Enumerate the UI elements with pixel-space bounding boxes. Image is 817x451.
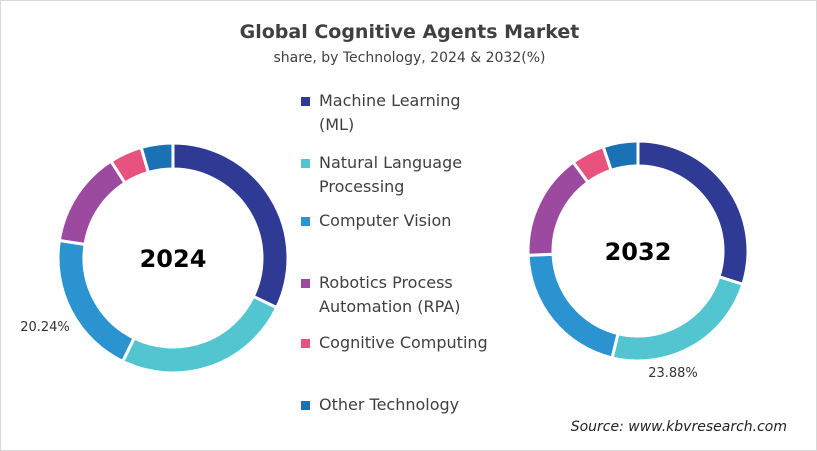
legend-label: Cognitive Computing: [319, 333, 488, 352]
legend-item: Other Technology: [301, 393, 501, 417]
donut-slice-2024-natural-language-processing: [120, 294, 279, 375]
legend-item: Cognitive Computing: [301, 331, 501, 355]
legend-label: Machine Learning (ML): [319, 91, 461, 134]
donut-slice-2024-robotics-process-automation-rpa: [57, 159, 128, 247]
donut-slice-2032-natural-language-processing: [610, 274, 745, 363]
legend-item: Robotics Process Automation (RPA): [301, 271, 501, 319]
chart-subtitle: share, by Technology, 2024 & 2032(%): [273, 50, 546, 66]
data-label: 23.88%: [648, 366, 698, 381]
source-note: Source: www.kbvresearch.com: [570, 419, 787, 435]
donut-center-label: 2024: [140, 245, 207, 273]
legend-label: Other Technology: [319, 395, 460, 414]
legend-swatch: [301, 159, 310, 168]
chart-title: Global Cognitive Agents Market: [239, 21, 580, 43]
donut-slice-2032-other-technology: [601, 139, 640, 173]
legend-item: Machine Learning (ML): [301, 89, 501, 137]
donut-center-label: 2032: [605, 238, 672, 266]
legend-item: Computer Vision: [301, 209, 501, 233]
donut-slice-2024-computer-vision: [56, 238, 137, 364]
legend-swatch: [301, 339, 310, 348]
legend-item: Natural Language Processing: [301, 151, 501, 199]
legend-swatch: [301, 97, 310, 106]
data-label: 20.24%: [20, 320, 70, 335]
legend-swatch: [301, 217, 310, 226]
donut-slice-2024-other-technology: [139, 141, 175, 175]
donut-slice-2032-robotics-process-automation-rpa: [526, 159, 591, 257]
legend-swatch: [301, 401, 310, 410]
legend-label: Robotics Process Automation (RPA): [319, 273, 461, 316]
legend-swatch: [301, 279, 310, 288]
legend-label: Natural Language Processing: [319, 153, 463, 196]
donut-slice-2032-computer-vision: [526, 252, 620, 360]
legend-label: Computer Vision: [319, 211, 452, 230]
donut-slice-2024-machine-learning-ml: [171, 141, 290, 310]
